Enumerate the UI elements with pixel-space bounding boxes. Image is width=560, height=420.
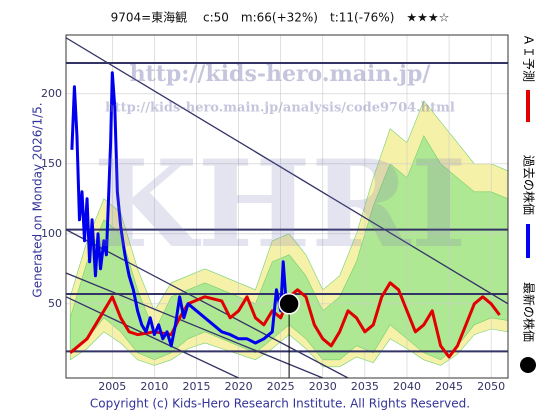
watermark: KHRI (93, 134, 467, 275)
plot-area: http://kids-hero.main.jp/http://kids-her… (66, 35, 508, 378)
x-tick-label: 2010 (140, 380, 168, 393)
x-tick-label: 2015 (182, 380, 210, 393)
legend-swatch (520, 357, 536, 373)
y-tick-label: 50 (48, 297, 62, 310)
axes: 50 100 150 200 2005 2010 2015 2020 2025 2030 2035 2… (41, 87, 505, 393)
x-tick-label: 2050 (477, 380, 505, 393)
x-tick-label: 2030 (309, 380, 337, 393)
footer: Copyright (c) Kids-Hero Research Institu… (90, 397, 470, 411)
series-line (69, 281, 501, 359)
x-tick-label: 2035 (351, 380, 379, 393)
x-tick-label: 2020 (225, 380, 253, 393)
legend-label: ＡＩ予測 (522, 34, 536, 82)
x-tick-label: 2045 (435, 380, 463, 393)
legend-label: 過去の株価 (522, 155, 537, 215)
generated-note: Generated on Monday 2026/1/5. (31, 102, 45, 297)
watermark: http://kids-hero.main.jp/analysis/code97… (105, 101, 455, 116)
chart-title: 9704=東海観 c:50 m:66(+32%) t:11(-76%) ★★★☆ (111, 10, 450, 25)
y-tick-label: 100 (41, 227, 62, 240)
x-tick-label: 2005 (98, 380, 126, 393)
legend-label: 最新の株価 (522, 282, 537, 342)
latest-point (278, 293, 300, 315)
plot-border (65, 34, 509, 379)
y-tick-label: 200 (41, 87, 62, 100)
watermark: http://kids-hero.main.jp/ (130, 61, 432, 87)
series-line (70, 71, 291, 348)
y-tick-label: 150 (41, 157, 62, 170)
trend-line (66, 272, 324, 378)
trend-line (66, 37, 508, 305)
x-tick-label: 2040 (393, 380, 421, 393)
trend-line (66, 229, 349, 378)
trend-line (66, 296, 239, 378)
x-tick-label: 2025 (267, 380, 295, 393)
